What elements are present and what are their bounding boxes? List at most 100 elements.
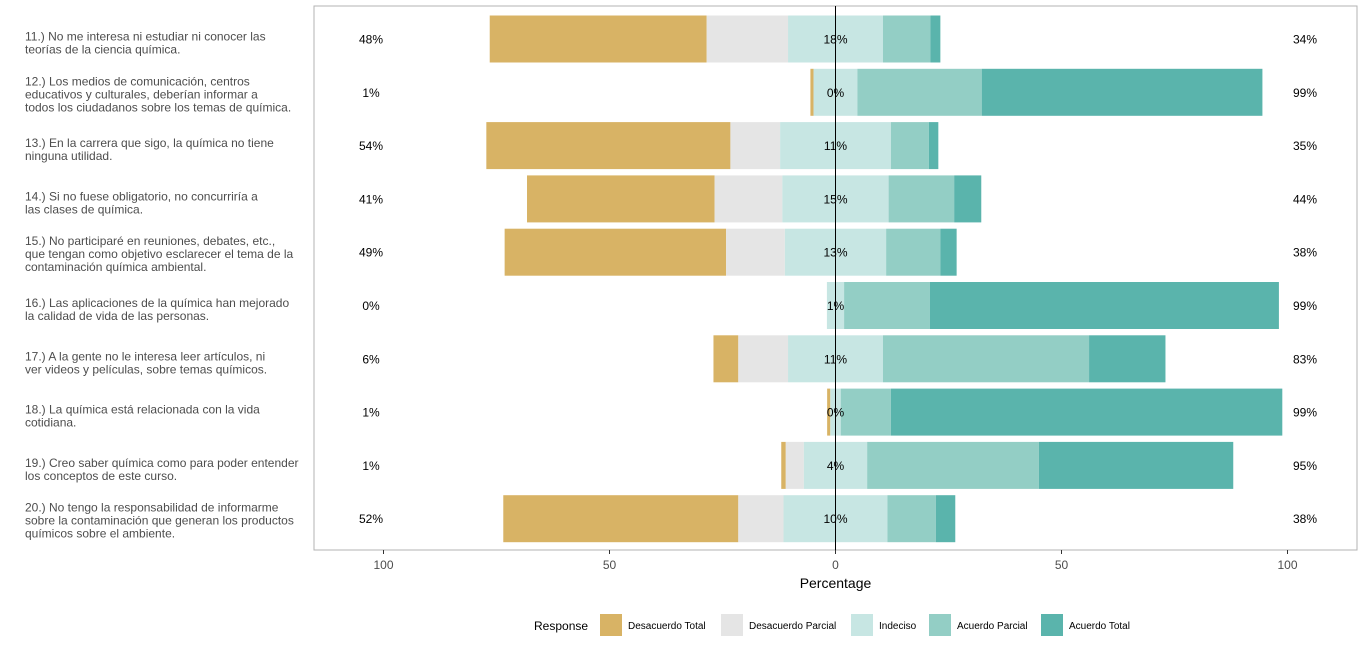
likert-row <box>810 68 1263 116</box>
item-label-line: teorías de la ciencia química. <box>25 43 180 57</box>
legend-label: Desacuerdo Total <box>628 621 706 632</box>
item-label-line: todos los ciudadanos sobre los temas de … <box>25 100 291 114</box>
item-label: 13.) En la carrera que sigo, la química … <box>25 136 274 163</box>
right-percent-label: 38% <box>1293 512 1317 526</box>
likert-row <box>713 335 1166 383</box>
item-label: 12.) Los medios de comunicación, centros… <box>25 74 291 114</box>
left-percent-label: 54% <box>359 139 383 153</box>
bar-desacuerdo-total <box>810 68 814 116</box>
center-percent-label: 15% <box>823 192 847 206</box>
x-tick-label: 50 <box>603 558 617 572</box>
center-percent-label: 1% <box>827 299 845 313</box>
bar-desacuerdo-total <box>527 175 715 223</box>
item-label-line: 14.) Si no fuese obligatorio, no concurr… <box>25 189 258 203</box>
item-label: 14.) Si no fuese obligatorio, no concurr… <box>25 189 258 216</box>
bar-acuerdo-total <box>981 68 1263 116</box>
item-label-line: químicos sobre el ambiente. <box>25 527 175 541</box>
left-percent-label: 6% <box>362 352 380 366</box>
bar-desacuerdo-parcial <box>714 175 783 223</box>
right-percent-label: 99% <box>1293 86 1317 100</box>
bar-acuerdo-parcial <box>844 282 930 329</box>
likert-row <box>527 175 982 223</box>
center-percent-label: 13% <box>823 246 847 260</box>
likert-row <box>503 495 956 543</box>
likert-row <box>504 228 957 276</box>
item-label-line: ver videos y películas, sobre temas quím… <box>25 362 267 376</box>
likert-row <box>486 122 939 170</box>
right-percent-label: 99% <box>1293 299 1317 313</box>
right-percent-label: 83% <box>1293 352 1317 366</box>
center-percent-label: 18% <box>823 33 847 47</box>
item-label: 16.) Las aplicaciones de la química han … <box>25 296 289 323</box>
bar-desacuerdo-total <box>503 495 739 543</box>
right-percent-label: 38% <box>1293 246 1317 260</box>
center-percent-label: 11% <box>824 139 847 153</box>
item-label-line: 19.) Creo saber química como para poder … <box>25 456 299 470</box>
bar-desacuerdo-parcial <box>738 335 789 383</box>
item-label-line: 15.) No participaré en reuniones, debate… <box>25 234 275 248</box>
item-label: 15.) No participaré en reuniones, debate… <box>25 234 293 274</box>
legend-label: Acuerdo Parcial <box>957 621 1028 632</box>
legend-label: Acuerdo Total <box>1069 621 1130 632</box>
right-percent-label: 99% <box>1293 406 1317 420</box>
item-label-line: ninguna utilidad. <box>25 149 112 163</box>
item-label: 11.) No me interesa ni estudiar ni conoc… <box>25 30 266 57</box>
bar-acuerdo-parcial <box>888 175 955 223</box>
bar-acuerdo-parcial <box>887 495 936 543</box>
x-axis-title: Percentage <box>800 575 872 591</box>
likert-row <box>781 441 1234 489</box>
legend-key-indeciso <box>851 614 873 636</box>
likert-row <box>489 15 941 63</box>
item-label-line: los conceptos de este curso. <box>25 469 177 483</box>
item-label: 18.) La química está relacionada con la … <box>25 403 260 430</box>
item-label: 20.) No tengo la responsabilidad de info… <box>25 501 294 541</box>
item-label-line: la calidad de vida de las personas. <box>25 309 209 323</box>
item-label-line: 13.) En la carrera que sigo, la química … <box>25 136 274 150</box>
item-label: 17.) A la gente no le interesa leer artí… <box>25 349 267 376</box>
item-label: 19.) Creo saber química como para poder … <box>25 456 299 483</box>
left-percent-label: 1% <box>362 459 380 473</box>
item-label-line: educativos y culturales, deberían inform… <box>25 87 258 101</box>
legend-key-acuerdo-parcial <box>929 614 951 636</box>
bar-acuerdo-total <box>940 228 957 276</box>
bar-desacuerdo-total <box>827 388 831 436</box>
legend-title: Response <box>534 619 588 633</box>
left-percent-label: 0% <box>362 299 380 313</box>
x-tick-label: 100 <box>373 558 393 572</box>
bar-acuerdo-total <box>1089 335 1166 383</box>
bar-acuerdo-total <box>928 122 939 170</box>
item-label-line: 18.) La química está relacionada con la … <box>25 403 260 417</box>
item-label-line: 11.) No me interesa ni estudiar ni conoc… <box>25 30 266 44</box>
likert-row <box>827 388 1283 436</box>
legend: Response Desacuerdo Total Desacuerdo Parci… <box>534 614 1130 636</box>
legend-key-desacuerdo-parcial <box>721 614 743 636</box>
x-tick-label: 50 <box>1055 558 1069 572</box>
bar-desacuerdo-parcial <box>730 122 781 170</box>
right-percent-label: 35% <box>1293 139 1317 153</box>
center-percent-label: 4% <box>827 459 845 473</box>
item-label-line: cotidiana. <box>25 416 76 430</box>
left-percent-label: 48% <box>359 33 383 47</box>
bar-acuerdo-parcial <box>882 335 1090 383</box>
bar-acuerdo-parcial <box>890 122 929 170</box>
item-label-line: las clases de química. <box>25 202 143 216</box>
bar-acuerdo-total <box>929 282 1279 329</box>
bar-acuerdo-total <box>954 175 982 223</box>
bar-desacuerdo-total <box>781 441 786 489</box>
left-percent-label: 41% <box>359 192 383 206</box>
left-percent-label: 1% <box>362 406 380 420</box>
bar-acuerdo-total <box>1038 441 1234 489</box>
item-label-line: que tengan como objetivo esclarecer el t… <box>25 247 293 261</box>
bar-acuerdo-parcial <box>882 15 931 63</box>
bar-acuerdo-total <box>930 15 941 63</box>
right-percent-label: 34% <box>1293 33 1317 47</box>
likert-row <box>826 282 1279 329</box>
bar-desacuerdo-total <box>713 335 739 383</box>
right-percent-label: 44% <box>1293 192 1317 206</box>
item-label-line: sobre la contaminación que generan los p… <box>25 514 294 528</box>
item-label-line: 17.) A la gente no le interesa leer artí… <box>25 349 265 363</box>
x-tick-label: 100 <box>1277 558 1297 572</box>
bar-acuerdo-parcial <box>886 228 941 276</box>
bar-acuerdo-total <box>935 495 956 543</box>
bar-desacuerdo-parcial <box>785 441 804 489</box>
